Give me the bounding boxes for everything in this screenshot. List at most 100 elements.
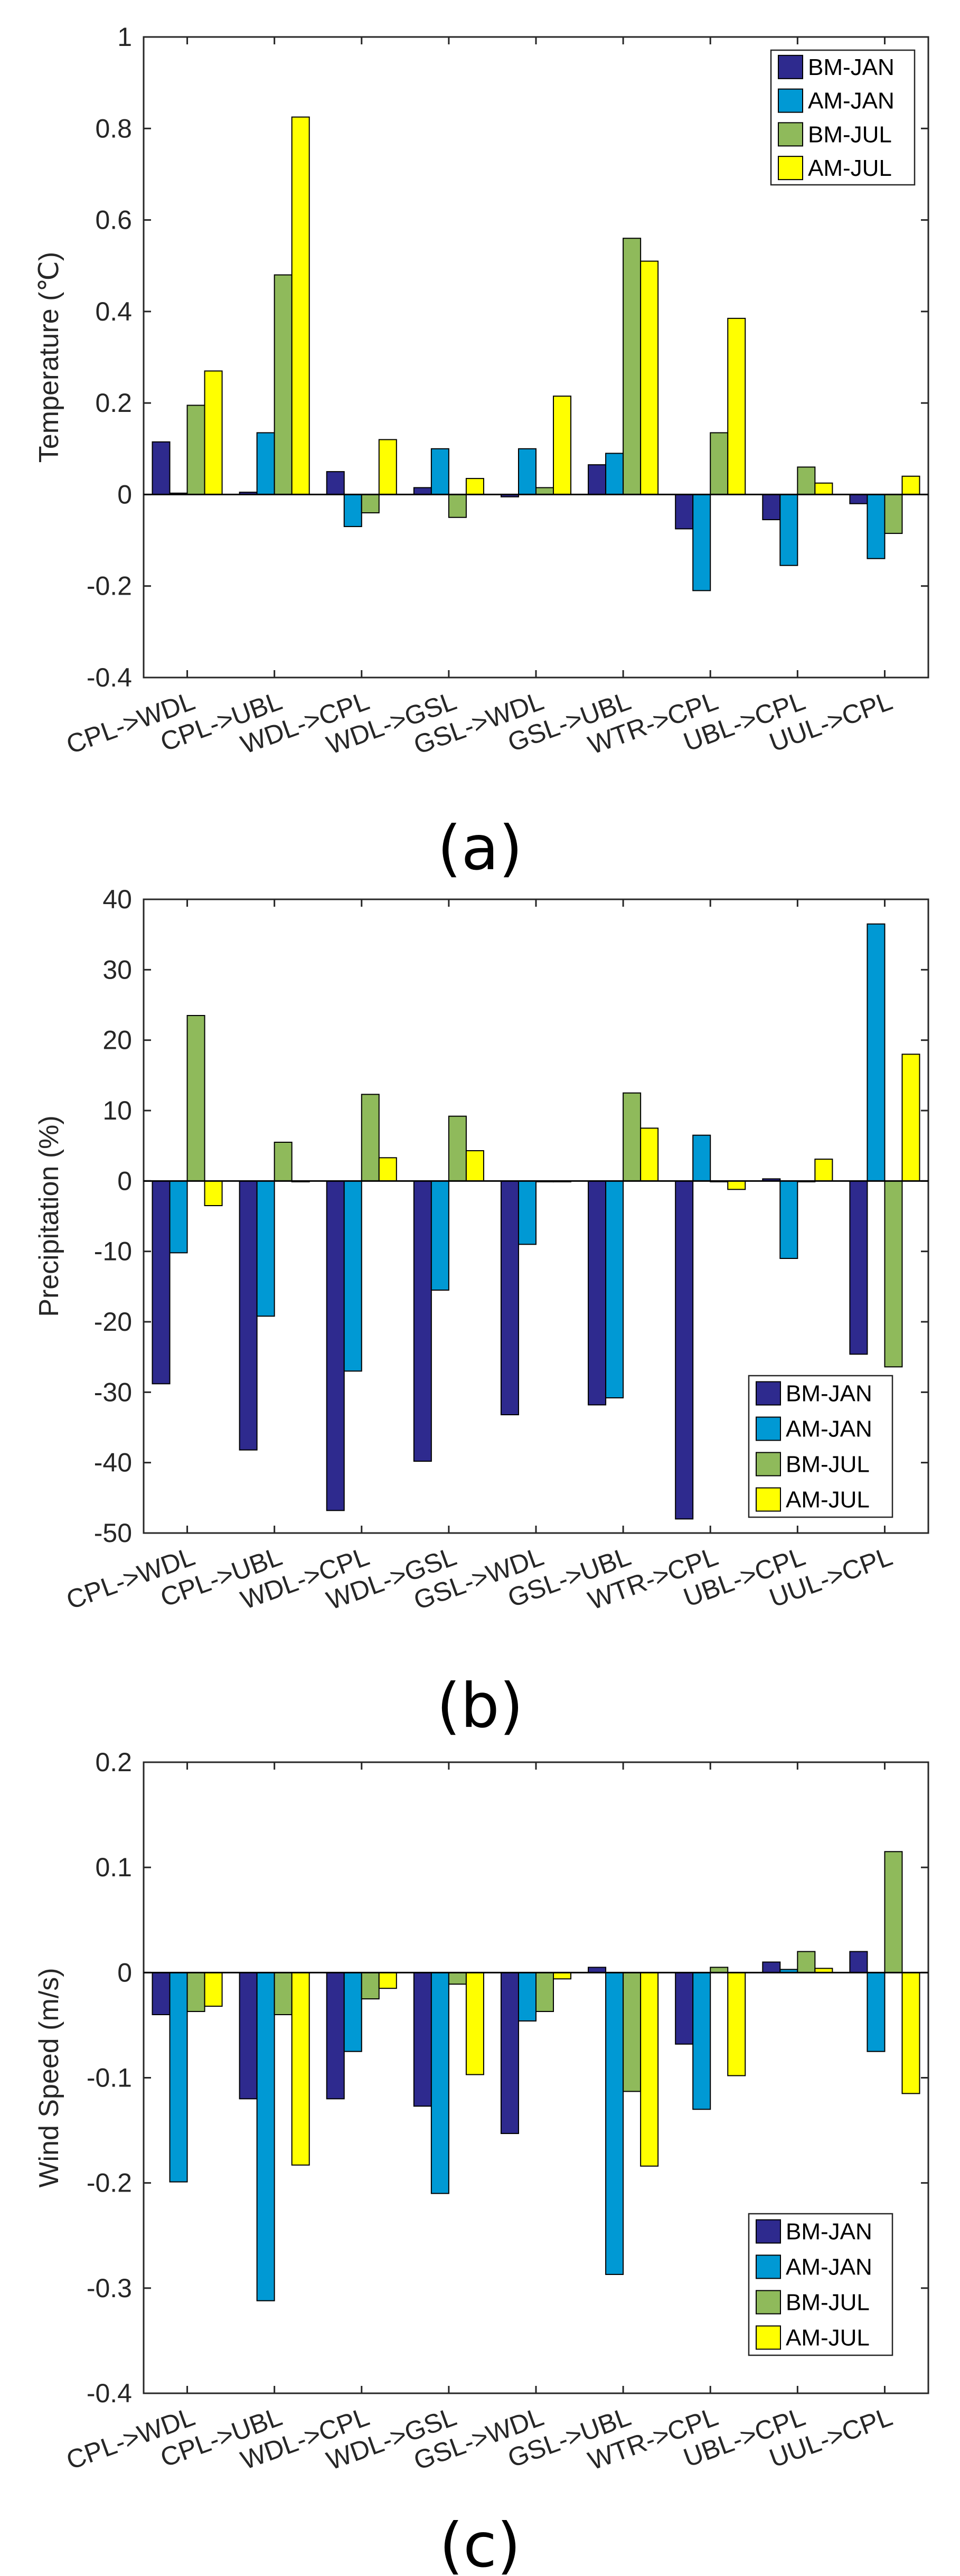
bar-am-jan-8 bbox=[779, 1180, 798, 1259]
legend-swatch-am-jan bbox=[778, 88, 803, 113]
y-tick-label: -50 bbox=[94, 1518, 132, 1548]
bar-bm-jul-4 bbox=[448, 1972, 467, 1985]
bar-bm-jan-5 bbox=[500, 1180, 519, 1415]
legend-swatch-bm-jul bbox=[756, 2290, 781, 2315]
y-tick-label: -0.4 bbox=[87, 663, 132, 692]
bar-bm-jan-8 bbox=[762, 494, 781, 521]
y-tick-label: 30 bbox=[102, 955, 132, 984]
bar-am-jan-6 bbox=[605, 1180, 624, 1398]
bar-am-jan-3 bbox=[343, 1180, 362, 1372]
bar-bm-jan-1 bbox=[152, 1972, 171, 2015]
chart-panel-1: -0.4-0.200.20.40.60.81CPL->WDLCPL->UBLWD… bbox=[34, 22, 929, 884]
bar-bm-jan-6 bbox=[588, 464, 607, 495]
panel-label: (a) bbox=[437, 813, 523, 884]
bar-am-jan-2 bbox=[256, 1972, 275, 2301]
bar-bm-jul-3 bbox=[361, 1972, 380, 2000]
bar-am-jul-7 bbox=[727, 317, 746, 495]
y-tick-label: -0.3 bbox=[87, 2273, 132, 2303]
legend-swatch-am-jul bbox=[756, 1487, 781, 1512]
bar-am-jul-8 bbox=[814, 1159, 833, 1182]
legend-label-am-jul: AM-JUL bbox=[808, 155, 892, 181]
y-tick-label: 1 bbox=[117, 22, 132, 52]
bar-am-jul-5 bbox=[553, 1972, 572, 1980]
bar-bm-jan-3 bbox=[326, 1972, 345, 2100]
y-tick-label: 10 bbox=[102, 1096, 132, 1125]
bar-bm-jul-9 bbox=[884, 494, 903, 534]
legend-swatch-bm-jan bbox=[778, 54, 803, 79]
legend-label-am-jan: AM-JAN bbox=[808, 88, 895, 114]
bar-bm-jul-8 bbox=[797, 466, 816, 495]
legend-swatch-am-jan bbox=[756, 1416, 781, 1441]
bar-bm-jan-9 bbox=[849, 1951, 868, 1973]
legend-label-am-jan: AM-JAN bbox=[786, 2254, 872, 2280]
bar-am-jul-7 bbox=[727, 1180, 746, 1190]
y-axis-label: Wind Speed (m/s) bbox=[34, 1968, 64, 2187]
bar-am-jan-1 bbox=[169, 1180, 188, 1254]
bar-am-jan-2 bbox=[256, 1180, 275, 1317]
bar-bm-jul-1 bbox=[186, 1015, 205, 1182]
bar-bm-jan-4 bbox=[413, 1972, 432, 2107]
y-tick-label: -0.1 bbox=[87, 2063, 132, 2093]
bar-bm-jul-6 bbox=[623, 1092, 642, 1182]
bar-bm-jul-9 bbox=[884, 1851, 903, 1973]
bar-am-jan-2 bbox=[256, 432, 275, 495]
bar-bm-jul-5 bbox=[535, 1972, 554, 2013]
bar-am-jul-6 bbox=[640, 1127, 659, 1182]
bar-am-jul-9 bbox=[901, 475, 920, 495]
legend-label-bm-jan: BM-JAN bbox=[786, 2219, 872, 2245]
panel-label: (b) bbox=[437, 1670, 523, 1742]
bar-am-jul-6 bbox=[640, 260, 659, 495]
chart-panel-2: -50-40-30-20-10010203040CPL->WDLCPL->UBL… bbox=[34, 885, 929, 1742]
bar-am-jul-1 bbox=[204, 1180, 223, 1206]
legend: BM-JAN AM-JAN BM-JUL AM-JUL bbox=[748, 2213, 893, 2356]
bar-bm-jan-2 bbox=[239, 1180, 258, 1451]
legend: BM-JAN AM-JAN BM-JUL AM-JUL bbox=[748, 1375, 893, 1518]
y-tick-label: -20 bbox=[94, 1307, 132, 1337]
legend-swatch-am-jul bbox=[756, 2325, 781, 2350]
y-tick-label: 0 bbox=[117, 1166, 132, 1196]
bar-am-jul-5 bbox=[553, 396, 572, 495]
legend-swatch-bm-jan bbox=[756, 2219, 781, 2244]
bar-bm-jul-4 bbox=[448, 1115, 467, 1182]
bar-bm-jan-4 bbox=[413, 1180, 432, 1462]
y-tick-label: 0 bbox=[117, 1958, 132, 1987]
bar-bm-jan-5 bbox=[500, 1972, 519, 2135]
legend-swatch-bm-jul bbox=[756, 1452, 781, 1477]
bar-am-jul-9 bbox=[901, 1054, 920, 1182]
bar-am-jul-6 bbox=[640, 1972, 659, 2167]
legend-label-bm-jan: BM-JAN bbox=[808, 54, 895, 80]
bar-am-jul-2 bbox=[291, 116, 310, 495]
bar-am-jan-6 bbox=[605, 453, 624, 495]
legend-swatch-am-jan bbox=[756, 2254, 781, 2279]
bar-am-jan-5 bbox=[517, 448, 537, 495]
bar-am-jan-3 bbox=[343, 1972, 362, 2052]
bar-bm-jul-6 bbox=[623, 238, 642, 495]
bar-bm-jul-2 bbox=[274, 1142, 293, 1182]
bar-bm-jul-7 bbox=[710, 432, 729, 495]
bar-bm-jul-1 bbox=[186, 1972, 205, 2013]
bar-am-jan-7 bbox=[692, 1972, 711, 2110]
bar-am-jul-4 bbox=[465, 478, 484, 495]
bar-am-jul-1 bbox=[204, 370, 223, 495]
legend-label-bm-jul: BM-JUL bbox=[808, 121, 892, 147]
bar-bm-jul-9 bbox=[884, 1180, 903, 1368]
y-tick-label: -0.2 bbox=[87, 2168, 132, 2198]
bar-bm-jul-1 bbox=[186, 405, 205, 495]
legend-label-am-jan: AM-JAN bbox=[786, 1416, 872, 1442]
y-tick-label: 40 bbox=[102, 885, 132, 914]
legend-swatch-bm-jan bbox=[756, 1381, 781, 1406]
bar-am-jul-3 bbox=[378, 439, 397, 495]
bar-am-jan-7 bbox=[692, 1134, 711, 1182]
bar-bm-jan-1 bbox=[152, 441, 171, 495]
bar-am-jul-9 bbox=[901, 1972, 920, 2094]
panel-label: (c) bbox=[439, 2510, 521, 2576]
legend-label-am-jul: AM-JUL bbox=[786, 2325, 870, 2351]
y-tick-label: 0.2 bbox=[95, 388, 132, 418]
bar-bm-jul-5 bbox=[535, 487, 554, 495]
bar-am-jan-8 bbox=[779, 494, 798, 566]
bar-bm-jul-2 bbox=[274, 274, 293, 495]
bar-bm-jan-6 bbox=[588, 1180, 607, 1406]
y-tick-label: 0.4 bbox=[95, 297, 132, 326]
bar-bm-jan-3 bbox=[326, 1180, 345, 1511]
